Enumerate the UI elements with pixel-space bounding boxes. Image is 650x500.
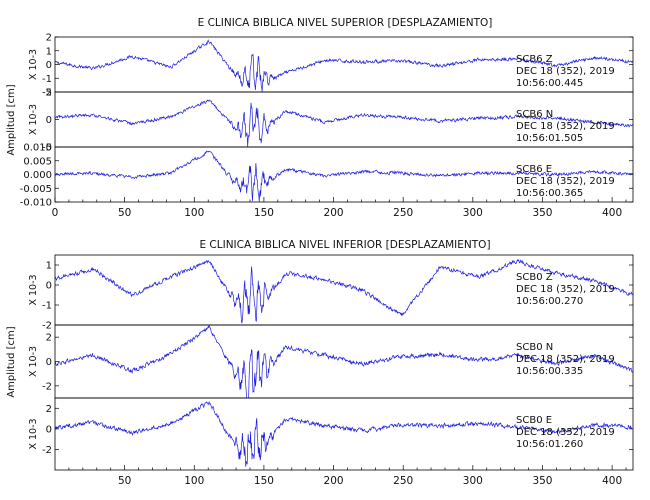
y-tick-label: 0 [46, 115, 52, 126]
station-label: SCB0 Z [516, 272, 553, 283]
y-tick-label: -2 [42, 88, 52, 99]
x-tick-label: 250 [393, 475, 413, 487]
waveform-trace [54, 39, 634, 93]
scale-multiplier-label: X 10-3 [28, 346, 39, 377]
y-tick-label: -2 [42, 445, 52, 456]
x-tick-label: 200 [324, 207, 344, 219]
scale-multiplier-label: X 10-3 [28, 104, 39, 135]
x-tick-label: 250 [393, 207, 413, 219]
y-tick-label: 0 [46, 424, 52, 435]
waveform-trace [54, 150, 634, 203]
station-label: SCB0 E [516, 415, 552, 426]
y-tick-label: 5 [46, 88, 52, 99]
y-axis-label: Amplitud [cm] [6, 326, 17, 397]
scale-multiplier-label: X 10-3 [28, 274, 39, 305]
scale-multiplier-label: X 10-3 [28, 49, 39, 80]
x-tick-label: 0 [52, 207, 59, 219]
waveform-trace [54, 324, 634, 399]
x-tick-label: 300 [463, 475, 483, 487]
x-tick-label: 200 [324, 475, 344, 487]
y-tick-label: 1 [46, 46, 52, 57]
y-tick-label: 2 [46, 33, 52, 44]
y-tick-label: 0 [46, 60, 52, 71]
y-tick-label: -5 [42, 143, 52, 154]
y-tick-label: 2 [46, 404, 52, 415]
waveform-trace [54, 259, 634, 324]
y-tick-label: -0.005 [20, 184, 52, 195]
y-tick-label: 0.005 [23, 156, 52, 167]
x-tick-label: 100 [184, 475, 204, 487]
date-label: DEC 18 (352), 2019 [516, 66, 615, 77]
y-tick-label: -1 [42, 301, 52, 312]
x-tick-label: 400 [602, 207, 622, 219]
y-axis-label: Amplitud [cm] [6, 84, 17, 155]
station-label: SCB6 E [516, 164, 552, 175]
y-tick-label: 1 [46, 261, 52, 272]
date-label: DEC 18 (352), 2019 [516, 284, 615, 295]
station-label: SCB0 N [516, 342, 553, 353]
time-label: 10:56:01.260 [516, 439, 583, 450]
x-tick-label: 150 [254, 207, 274, 219]
y-tick-label: -2 [42, 381, 52, 392]
y-tick-label: 0.000 [23, 170, 52, 181]
scale-multiplier-label: X 10-3 [28, 418, 39, 449]
x-tick-label: 50 [118, 207, 131, 219]
y-tick-label: -0.010 [20, 198, 52, 209]
y-tick-label: 0 [46, 281, 52, 292]
x-tick-label: 300 [463, 207, 483, 219]
x-tick-label: 100 [184, 207, 204, 219]
station-label: SCB6 N [516, 109, 553, 120]
station-label: SCB6 Z [516, 54, 553, 65]
date-label: DEC 18 (352), 2019 [516, 121, 615, 132]
time-label: 10:56:01.505 [516, 133, 583, 144]
y-tick-label: -1 [42, 74, 52, 85]
time-label: 10:56:00.335 [516, 366, 583, 377]
date-label: DEC 18 (352), 2019 [516, 354, 615, 365]
chart-title: E CLINICA BIBLICA NIVEL INFERIOR [DESPLA… [199, 239, 490, 251]
time-label: 10:56:00.270 [516, 296, 583, 307]
y-tick-label: 0 [46, 357, 52, 368]
x-tick-label: 350 [532, 475, 552, 487]
y-tick-label: 2 [46, 333, 52, 344]
y-tick-label: -2 [42, 321, 52, 332]
waveform-trace [54, 400, 634, 467]
time-label: 10:56:00.365 [516, 188, 583, 199]
x-tick-label: 350 [532, 207, 552, 219]
date-label: DEC 18 (352), 2019 [516, 176, 615, 187]
y-tick-label: 0.010 [23, 143, 52, 154]
waveform-trace [54, 99, 634, 148]
chart-title: E CLINICA BIBLICA NIVEL SUPERIOR [DESPLA… [198, 17, 493, 29]
panel-frame [54, 397, 634, 471]
x-tick-label: 400 [602, 475, 622, 487]
x-tick-label: 50 [118, 475, 131, 487]
date-label: DEC 18 (352), 2019 [516, 427, 615, 438]
time-label: 10:56:00.445 [516, 78, 583, 89]
x-tick-label: 150 [254, 475, 274, 487]
